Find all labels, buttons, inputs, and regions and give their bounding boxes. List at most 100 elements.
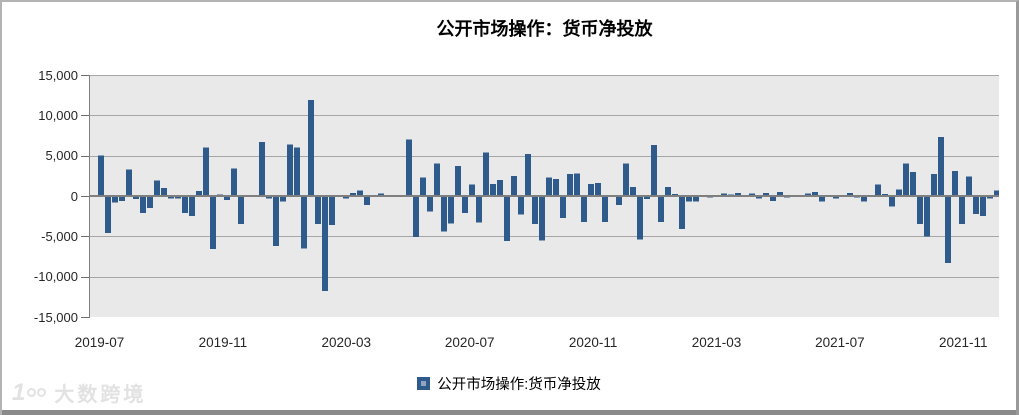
bar [462, 196, 468, 213]
x-tick-label: 2019-11 [198, 335, 248, 350]
bar [427, 196, 433, 212]
bar [301, 196, 307, 249]
bar [581, 196, 587, 222]
bar [406, 139, 412, 196]
bar [168, 196, 174, 199]
y-tick-label: 15,000 [38, 67, 78, 83]
bar [735, 193, 741, 196]
bar [602, 196, 608, 222]
bar [490, 183, 496, 196]
bar [847, 192, 853, 196]
bar [896, 189, 902, 196]
bar [259, 141, 265, 196]
bar [294, 147, 300, 196]
y-tick-mark [81, 75, 90, 76]
bar [280, 196, 286, 202]
bar [182, 196, 188, 213]
bar-chart [90, 75, 999, 292]
bar [903, 163, 909, 196]
bar [266, 196, 272, 199]
bar [819, 196, 825, 202]
bar [665, 187, 671, 196]
bar [560, 196, 566, 218]
bar [147, 196, 153, 209]
bar [777, 191, 783, 196]
bar [441, 196, 447, 232]
bar [917, 196, 923, 225]
bar [679, 196, 685, 230]
bar [210, 196, 216, 250]
y-tick-mark [81, 196, 90, 197]
bar [644, 196, 650, 200]
x-tick-label: 2019-07 [74, 335, 125, 350]
bar [651, 145, 657, 196]
y-tick-mark [81, 277, 90, 278]
bar [931, 174, 937, 196]
legend: 公开市场操作:货币净投放 [2, 372, 1016, 394]
bar [175, 196, 181, 199]
bar [805, 193, 811, 196]
bar [574, 173, 580, 196]
bar [203, 147, 209, 196]
y-tick-label: -10,000 [33, 269, 78, 285]
bar [434, 163, 440, 196]
bar [154, 180, 160, 196]
bar [994, 190, 999, 196]
y-tick-label: -15,000 [33, 309, 78, 325]
bar [756, 196, 762, 199]
bar [196, 191, 202, 196]
bar [924, 196, 930, 237]
bar [588, 183, 594, 196]
bar [119, 196, 125, 201]
bar [511, 175, 517, 196]
bar [357, 190, 363, 196]
bar [105, 196, 111, 234]
bar [973, 196, 979, 214]
bar [378, 193, 384, 196]
bar [140, 196, 146, 213]
bar [833, 196, 839, 199]
bar [364, 196, 370, 205]
bar [413, 196, 419, 238]
bar [308, 100, 314, 196]
plot-area [90, 75, 999, 317]
bar [532, 196, 538, 225]
bar [553, 179, 559, 196]
bar [322, 196, 328, 292]
bar [763, 192, 769, 196]
bar [133, 196, 139, 200]
bar [721, 193, 727, 196]
bar [910, 171, 916, 196]
y-tick-mark [81, 317, 90, 318]
bar [525, 154, 531, 196]
bar [882, 193, 888, 196]
bar [952, 170, 958, 196]
x-tick-label: 2020-11 [568, 335, 618, 350]
bar [770, 196, 776, 201]
y-tick-label: 0 [70, 188, 78, 204]
bar [672, 193, 678, 196]
bar [287, 144, 293, 196]
bar [693, 196, 699, 202]
watermark-logo-icon: 1 [12, 379, 47, 407]
bar [567, 174, 573, 196]
x-tick-label: 2021-03 [691, 335, 742, 350]
bottom-strip [2, 410, 1016, 415]
bar [875, 184, 881, 196]
legend-label: 公开市场操作:货币净投放 [437, 376, 601, 393]
bar [630, 187, 636, 196]
bar [616, 196, 622, 205]
bar [315, 196, 321, 225]
bar [546, 177, 552, 196]
x-tick-label: 2021-07 [815, 335, 865, 350]
bar [504, 196, 510, 242]
x-tick-label: 2021-11 [939, 335, 988, 350]
bar [189, 196, 195, 217]
bar [966, 176, 972, 196]
bar [231, 168, 237, 196]
bar [161, 187, 167, 196]
bar [987, 196, 993, 199]
bar [448, 196, 454, 224]
bar [112, 196, 118, 203]
